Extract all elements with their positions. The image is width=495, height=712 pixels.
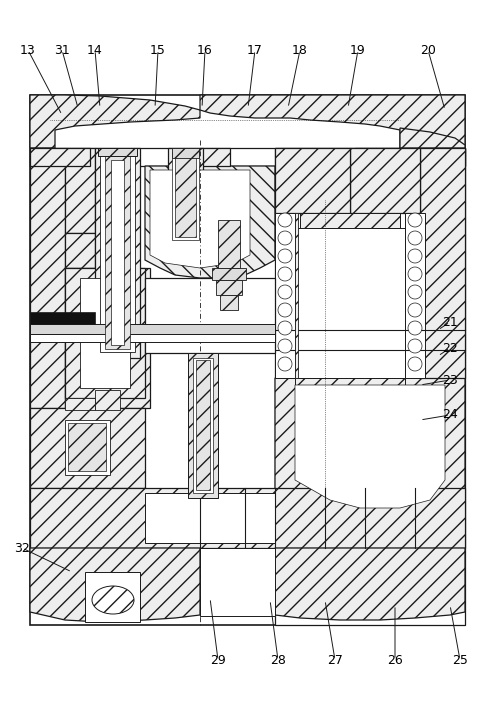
Text: 28: 28: [270, 654, 286, 666]
Polygon shape: [30, 548, 200, 622]
Bar: [216, 280, 242, 295]
Bar: [30, 95, 465, 625]
Bar: [65, 233, 95, 268]
Text: 15: 15: [150, 43, 166, 56]
Bar: [98, 148, 137, 156]
Text: 24: 24: [442, 409, 458, 422]
Circle shape: [278, 339, 292, 353]
Circle shape: [408, 231, 422, 245]
Circle shape: [278, 357, 292, 371]
Circle shape: [278, 285, 292, 299]
Circle shape: [408, 249, 422, 263]
Bar: [65, 268, 150, 408]
Polygon shape: [30, 95, 200, 148]
Bar: [95, 148, 140, 358]
Bar: [68, 423, 106, 471]
Bar: [275, 148, 350, 213]
Text: 31: 31: [54, 43, 70, 56]
Bar: [30, 488, 465, 548]
Text: 18: 18: [292, 43, 308, 56]
Bar: [100, 152, 135, 352]
Bar: [30, 408, 145, 488]
Text: 22: 22: [442, 342, 458, 355]
Bar: [218, 220, 240, 268]
Bar: [350, 148, 420, 213]
Polygon shape: [400, 128, 465, 148]
Text: 29: 29: [210, 654, 226, 666]
Bar: [196, 360, 210, 490]
Text: 27: 27: [327, 654, 343, 666]
Bar: [168, 148, 203, 243]
Text: 17: 17: [247, 43, 263, 56]
Bar: [355, 148, 465, 166]
Circle shape: [408, 357, 422, 371]
Bar: [30, 148, 65, 408]
Circle shape: [408, 267, 422, 281]
Bar: [145, 493, 275, 543]
Bar: [193, 358, 213, 493]
Bar: [30, 334, 275, 342]
Circle shape: [278, 231, 292, 245]
Circle shape: [408, 339, 422, 353]
Polygon shape: [275, 548, 465, 620]
Bar: [300, 213, 400, 228]
Bar: [30, 148, 465, 166]
Bar: [188, 353, 218, 498]
Bar: [405, 213, 425, 378]
Text: 13: 13: [20, 43, 36, 56]
Bar: [295, 378, 405, 418]
Bar: [295, 228, 405, 378]
Circle shape: [408, 213, 422, 227]
Bar: [30, 324, 275, 334]
Bar: [275, 148, 465, 625]
Bar: [80, 278, 130, 388]
Bar: [212, 268, 246, 280]
Text: 26: 26: [387, 654, 403, 666]
Bar: [30, 148, 90, 166]
Bar: [420, 148, 465, 378]
Bar: [145, 278, 275, 353]
Text: 23: 23: [442, 374, 458, 387]
Bar: [65, 148, 95, 233]
Circle shape: [408, 285, 422, 299]
Bar: [220, 295, 238, 310]
Bar: [275, 213, 295, 378]
Ellipse shape: [92, 586, 134, 614]
Text: 21: 21: [442, 315, 458, 328]
Bar: [175, 155, 196, 237]
Circle shape: [278, 303, 292, 317]
Bar: [85, 572, 140, 622]
Circle shape: [278, 213, 292, 227]
Bar: [30, 312, 95, 324]
Bar: [200, 148, 230, 166]
Circle shape: [278, 249, 292, 263]
Text: 25: 25: [452, 654, 468, 666]
Bar: [65, 420, 110, 475]
Bar: [111, 160, 124, 345]
Polygon shape: [200, 95, 465, 148]
Circle shape: [408, 303, 422, 317]
Bar: [200, 548, 275, 616]
Bar: [65, 398, 95, 410]
Text: 16: 16: [197, 43, 213, 56]
Text: 32: 32: [14, 542, 30, 555]
Bar: [172, 148, 199, 158]
Polygon shape: [295, 385, 445, 508]
Polygon shape: [145, 166, 275, 278]
Polygon shape: [150, 170, 250, 268]
Circle shape: [278, 267, 292, 281]
Text: 14: 14: [87, 43, 103, 56]
Bar: [105, 155, 130, 349]
Bar: [65, 268, 145, 398]
Bar: [172, 152, 199, 240]
Text: 20: 20: [420, 43, 436, 56]
Circle shape: [408, 321, 422, 335]
Bar: [295, 213, 298, 378]
Text: 19: 19: [350, 43, 366, 56]
Circle shape: [278, 321, 292, 335]
Polygon shape: [275, 378, 465, 520]
Bar: [95, 390, 120, 410]
